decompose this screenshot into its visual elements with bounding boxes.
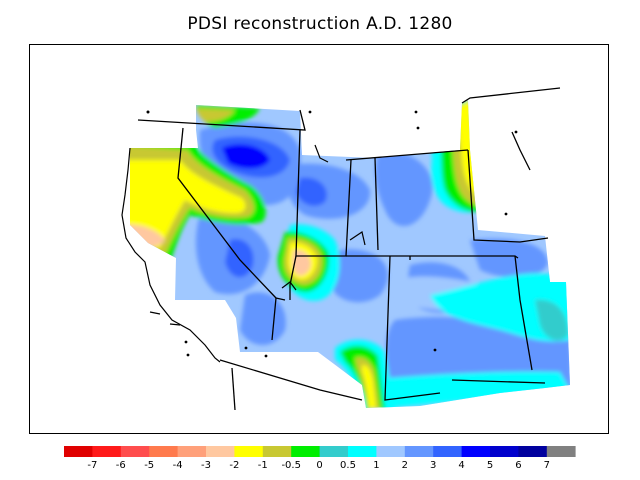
legend-swatch (348, 446, 377, 457)
legend-swatch (546, 446, 576, 457)
legend-tick-label: -0.5 (281, 460, 301, 471)
legend-swatch (518, 446, 548, 457)
legend-tick-label: 4 (458, 460, 464, 471)
coastline (121, 144, 366, 363)
legend-tick-label: -3 (201, 460, 211, 471)
legend-tick-label: 3 (430, 460, 436, 471)
legend-tick-label: -2 (229, 460, 239, 471)
legend-swatch (433, 446, 462, 457)
legend-tick-label: 5 (487, 460, 493, 471)
legend-tick-label: 6 (515, 460, 521, 471)
legend-swatch (490, 446, 519, 457)
legend-swatch (404, 446, 434, 457)
legend-swatch (234, 446, 264, 457)
legend-swatch (319, 446, 349, 457)
legend-swatch (376, 446, 406, 457)
map-frame (29, 44, 609, 434)
legend-tick-label: -6 (116, 460, 126, 471)
legend-swatch (291, 446, 320, 457)
legend-swatch (177, 446, 207, 457)
legend-tick-label: -5 (144, 460, 154, 471)
boundaries (137, 87, 561, 411)
legend-swatch (149, 446, 178, 457)
legend-tick-label: 1 (373, 460, 379, 471)
legend-swatch (206, 446, 235, 457)
legend-tick-label: 7 (544, 460, 550, 471)
legend-tick-label: 0.5 (340, 460, 356, 471)
legend-swatch (262, 446, 292, 457)
legend-swatch (64, 446, 93, 457)
island-marks (146, 110, 518, 358)
legend-tick-label: -1 (258, 460, 268, 471)
legend-tick-label: -7 (87, 460, 97, 471)
legend-swatch (92, 446, 122, 457)
legend-swatch (120, 446, 150, 457)
legend-tick-label: 0 (316, 460, 322, 471)
map-title: PDSI reconstruction A.D. 1280 (187, 14, 453, 34)
legend-tick-label: 2 (402, 460, 408, 471)
legend-swatch (461, 446, 491, 457)
legend-tick-label: -4 (173, 460, 183, 471)
